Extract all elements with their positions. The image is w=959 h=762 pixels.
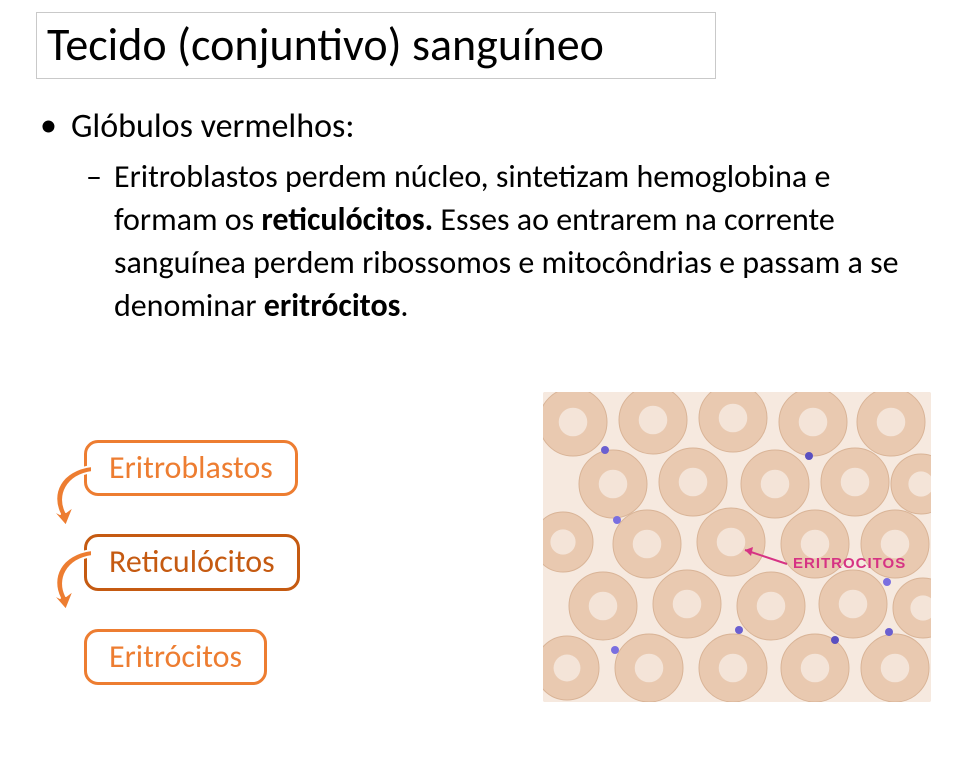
sub-marker: – bbox=[86, 155, 102, 198]
image-label: ERITROCITOS bbox=[793, 555, 906, 572]
text-segment: Eritroblastos bbox=[114, 157, 285, 196]
bullet-heading: Glóbulos vermelhos: bbox=[71, 106, 355, 149]
content-area: • Glóbulos vermelhos: – Eritroblastos pe… bbox=[40, 100, 910, 327]
sub-bullet-row: – Eritroblastos perdem núcleo, sintetiza… bbox=[86, 155, 910, 328]
bullet-row: • Glóbulos vermelhos: bbox=[40, 106, 910, 149]
stage-box: Eritroblastos bbox=[84, 440, 298, 496]
curved-arrow-icon bbox=[42, 460, 112, 530]
curved-arrow-icon bbox=[42, 544, 112, 614]
eritrocitos-illustration: ERITROCITOS bbox=[543, 392, 931, 702]
stage-box: Eritrócitos bbox=[84, 629, 267, 685]
text-segment: reticulócitos. bbox=[261, 200, 440, 239]
page-title: Tecido (conjuntivo) sanguíneo bbox=[47, 19, 705, 72]
stage-box: Reticulócitos bbox=[84, 534, 300, 590]
title-box: Tecido (conjuntivo) sanguíneo bbox=[36, 12, 716, 79]
microscopy-image: ERITROCITOS bbox=[543, 392, 931, 702]
sub-bullet-text: Eritroblastos perdem núcleo, sintetizam … bbox=[114, 155, 904, 328]
text-segment: eritrócitos bbox=[264, 286, 401, 325]
bullet-marker: • bbox=[40, 106, 57, 147]
stage-flow: Eritroblastos Reticulócitos Eritrócitos bbox=[84, 440, 300, 723]
text-segment: . bbox=[400, 286, 408, 325]
